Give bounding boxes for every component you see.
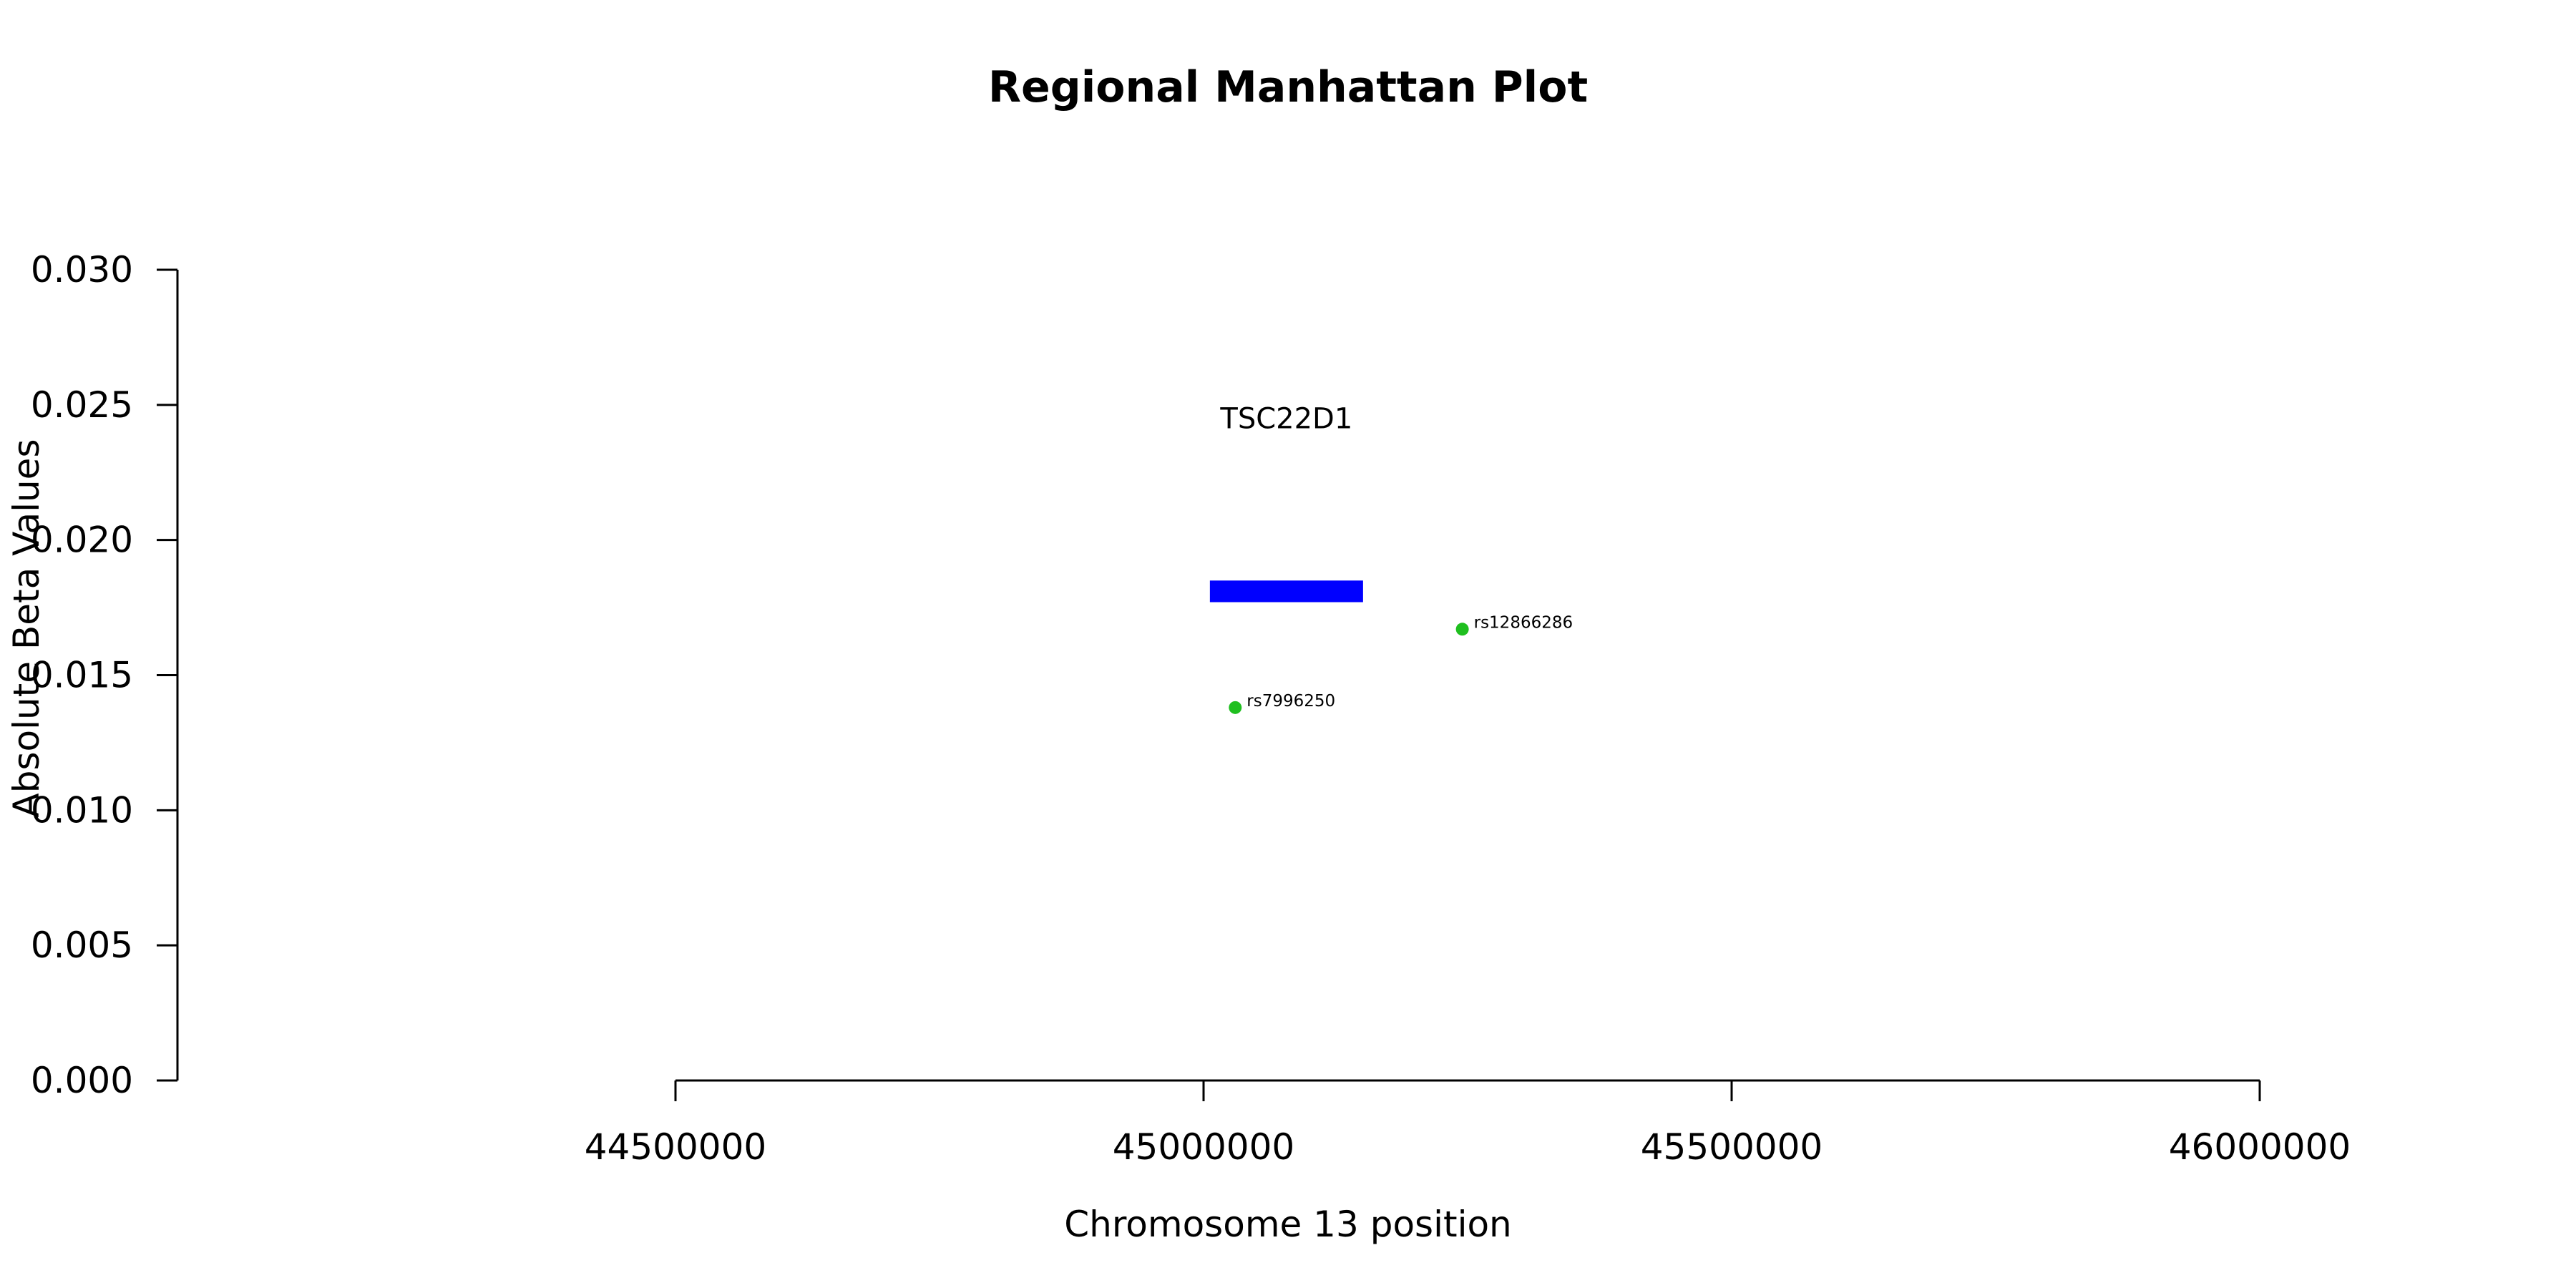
y-tick-label: 0.015 <box>31 655 133 696</box>
y-tick-label: 0.025 <box>31 384 133 426</box>
snp-label: rs12866286 <box>1474 613 1574 632</box>
x-axis: 44500000 45000000 45500000 46000000 <box>585 1079 2351 1168</box>
x-axis-title: Chromosome 13 position <box>1064 1204 1512 1245</box>
snp-label: rs7996250 <box>1246 692 1335 711</box>
y-axis: 0.000 0.005 0.010 0.015 0.020 0.025 0.030 <box>31 249 179 1101</box>
snp-point <box>1229 701 1242 714</box>
genes-layer: TSC22D1 <box>1209 403 1363 602</box>
snp-point <box>1455 623 1469 636</box>
x-tick-label: 45500000 <box>1641 1126 1823 1168</box>
y-tick-label: 0.020 <box>31 519 133 561</box>
y-tick-label: 0.005 <box>31 924 133 966</box>
x-tick-label: 44500000 <box>585 1126 767 1168</box>
x-ticks: 44500000 45000000 45500000 46000000 <box>585 1080 2351 1168</box>
gene-bar <box>1209 580 1363 602</box>
gene-label: TSC22D1 <box>1219 403 1352 436</box>
x-tick-label: 46000000 <box>2169 1126 2351 1168</box>
y-axis-title: Absolute Beta Values <box>6 439 47 818</box>
x-tick-label: 45000000 <box>1113 1126 1295 1168</box>
chart-title: Regional Manhattan Plot <box>988 62 1588 112</box>
points-layer: rs7996250 rs12866286 <box>1229 613 1573 714</box>
y-tick-label: 0.010 <box>31 789 133 831</box>
y-tick-label: 0.000 <box>31 1060 133 1101</box>
y-ticks: 0.000 0.005 0.010 0.015 0.020 0.025 0.030 <box>31 249 177 1101</box>
y-tick-label: 0.030 <box>31 249 133 291</box>
